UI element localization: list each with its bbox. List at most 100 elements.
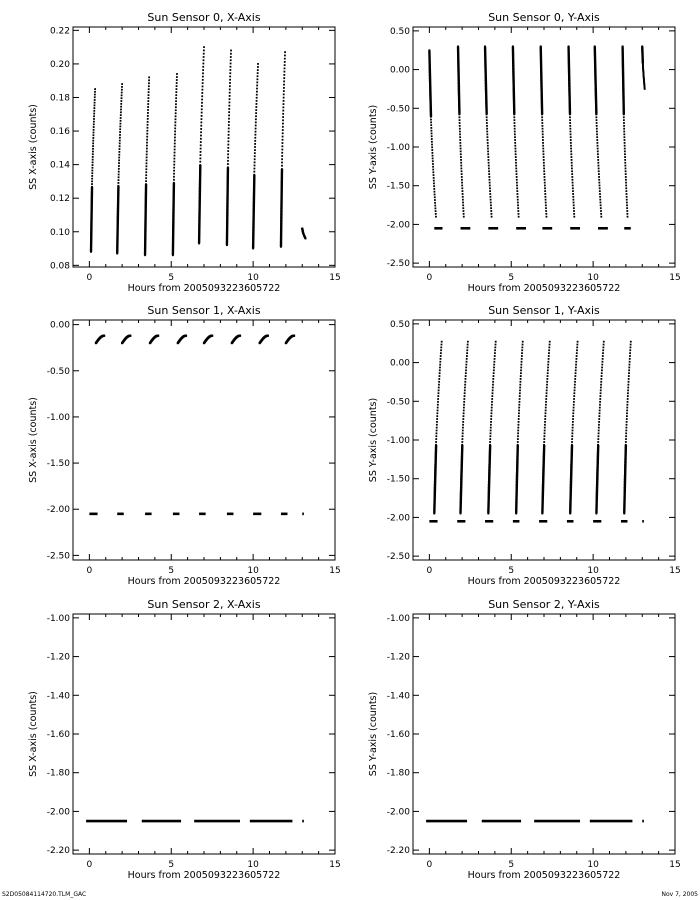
data-point [571, 187, 574, 190]
data-point [461, 195, 464, 198]
data-point [145, 174, 148, 177]
data-point [253, 173, 256, 176]
data-point [544, 195, 547, 198]
data-point [173, 160, 176, 163]
data-point [490, 403, 493, 406]
data-point [173, 154, 176, 157]
data-point [175, 91, 178, 94]
data-point [120, 108, 122, 111]
data-point [625, 432, 628, 435]
data-point [541, 119, 544, 122]
data-streak [621, 46, 626, 115]
data-point [487, 161, 490, 164]
data-point [120, 105, 123, 108]
data-point [173, 151, 176, 154]
data-point [490, 207, 492, 210]
x-tick-label: 15 [669, 860, 680, 870]
data-point [173, 166, 176, 169]
data-point [573, 383, 576, 386]
data-point [543, 176, 546, 178]
data-point [199, 157, 202, 160]
data-point [227, 150, 230, 152]
data-point [461, 184, 464, 187]
data-point [118, 148, 121, 150]
data-point [431, 151, 434, 154]
data-point [460, 159, 462, 161]
data-point [571, 438, 574, 440]
data-point [544, 423, 546, 426]
data-point [518, 400, 521, 403]
data-point [203, 46, 205, 49]
data-point [624, 164, 627, 167]
data-point [569, 124, 572, 127]
data-point [513, 124, 516, 127]
data-point [145, 153, 148, 156]
data-point [94, 90, 96, 93]
data-point [623, 150, 626, 153]
data-point [518, 398, 521, 400]
data-point [572, 198, 575, 201]
data-point [543, 167, 545, 170]
data-point [572, 201, 575, 204]
data-point [253, 164, 256, 167]
y-tick-label: 0.50 [390, 27, 410, 37]
data-point [624, 161, 627, 164]
data-point [93, 104, 96, 107]
data-point [545, 398, 548, 400]
data-point [624, 173, 627, 175]
data-point [520, 360, 523, 363]
data-point [547, 366, 549, 369]
data-streak [641, 46, 645, 64]
data-point [596, 147, 599, 150]
data-point [463, 395, 466, 397]
data-point [459, 133, 461, 136]
data-point [494, 343, 497, 346]
data-point [598, 412, 601, 415]
data-point [490, 204, 492, 207]
data-point [466, 340, 469, 343]
data-point [176, 73, 178, 75]
data-point [436, 415, 439, 418]
data-point [571, 432, 574, 435]
data-point [120, 94, 123, 97]
y-tick-label: -2.50 [387, 259, 411, 269]
data-point [199, 154, 202, 157]
data-point [600, 380, 603, 383]
data-point [457, 45, 459, 48]
data-point [227, 146, 230, 149]
data-point [174, 136, 176, 139]
data-point [282, 99, 285, 102]
data-point [201, 78, 204, 81]
y-tick-label: -1.80 [47, 769, 71, 779]
data-point [514, 150, 517, 153]
data-point [541, 116, 544, 119]
data-point [283, 70, 286, 73]
data-point [256, 84, 259, 87]
data-streak [171, 182, 176, 256]
data-point [598, 181, 601, 184]
data-point [519, 383, 522, 386]
data-point [602, 349, 605, 352]
data-point [93, 101, 96, 104]
data-point [596, 133, 598, 136]
data-point [520, 369, 522, 372]
data-point [282, 122, 284, 125]
y-tick-label: -0.50 [47, 367, 71, 377]
y-tick-label: -1.00 [47, 614, 71, 624]
data-point [227, 153, 230, 156]
data-point [598, 184, 601, 187]
data-point [201, 75, 204, 78]
data-point [596, 130, 598, 133]
data-point [440, 340, 443, 343]
data-point [597, 161, 600, 164]
data-point [598, 406, 601, 409]
data-point [598, 176, 600, 178]
data-point [431, 157, 434, 160]
data-point [92, 139, 95, 142]
data-streak [483, 46, 488, 115]
data-point [281, 158, 283, 161]
y-tick-label: -1.40 [47, 691, 71, 701]
data-point [595, 119, 598, 122]
data-point [283, 64, 286, 67]
data-point [117, 176, 120, 179]
